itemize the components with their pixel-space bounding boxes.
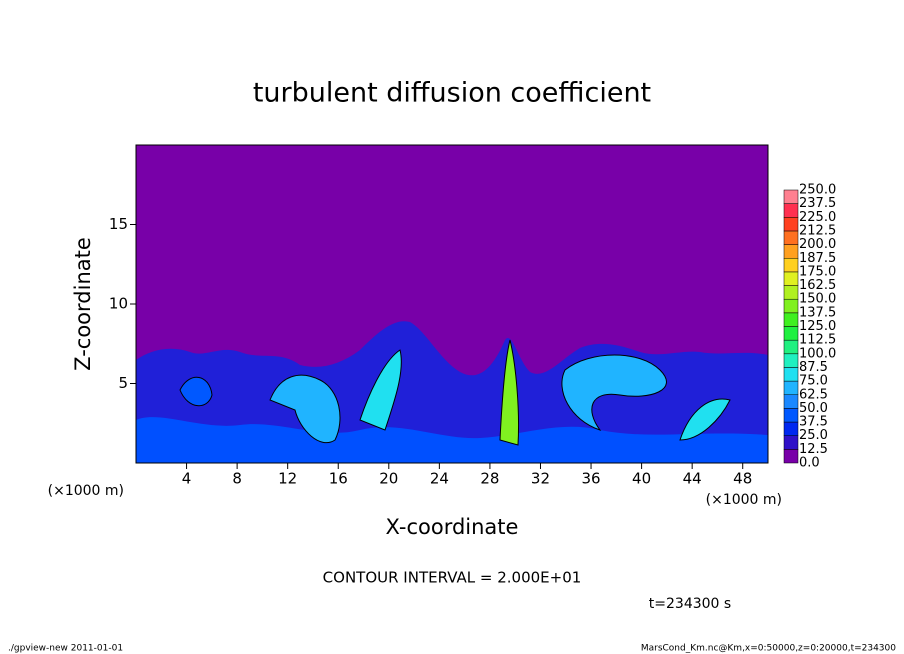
colorbar-label: 225.0 (799, 210, 836, 225)
colorbar-label: 200.0 (799, 237, 836, 252)
colorbar-label: 25.0 (799, 428, 828, 443)
y-unit: (×1000 m) (706, 492, 782, 508)
colorbar-cell (783, 449, 799, 464)
x-tick-label: 44 (683, 470, 702, 488)
footer-left: ./gpview-new 2011-01-01 (8, 644, 123, 654)
footer-right: MarsCond_Km.nc@Km,x=0:50000,z=0:20000,t=… (641, 644, 896, 654)
time-label: t=234300 s (649, 596, 731, 612)
colorbar-label: 212.5 (799, 223, 836, 238)
colorbar-label: 75.0 (799, 374, 828, 389)
x-tick-label: 24 (430, 470, 449, 488)
colorbar-label: 137.5 (799, 305, 836, 320)
colorbar-cell (783, 380, 799, 396)
x-tick-label: 40 (632, 470, 651, 488)
colorbar-label: 175.0 (799, 264, 836, 279)
colorbar-cell (783, 258, 799, 273)
y-tick-label: 15 (109, 215, 128, 233)
x-tick-label: 12 (278, 470, 297, 488)
colorbar-cell (783, 312, 799, 327)
colorbar-cell (783, 271, 799, 286)
field-region (679, 398, 731, 441)
colorbar-cell (783, 394, 799, 409)
colorbar-label: 112.5 (799, 333, 836, 348)
y-axis-label: Z-coordinate (71, 237, 95, 371)
colorbar-cell (783, 230, 799, 245)
colorbar-label: 50.0 (799, 401, 828, 416)
field-region (359, 349, 402, 431)
colorbar-label: 87.5 (799, 360, 828, 375)
x-tick-label: 28 (480, 470, 499, 488)
x-tick-label: 4 (182, 470, 192, 488)
x-tick-label: 16 (329, 470, 348, 488)
x-tick-label: 48 (733, 470, 752, 488)
colorbar-cell (783, 435, 799, 450)
chart-title: turbulent diffusion coefficient (253, 78, 651, 109)
field-region (179, 377, 213, 407)
colorbar-label: 62.5 (799, 387, 828, 402)
plot-field (135, 144, 769, 464)
colorbar-cell (783, 408, 799, 423)
colorbar-cell (783, 367, 799, 382)
colorbar-cell (783, 203, 799, 218)
colorbar-cell (783, 326, 799, 341)
colorbar-cell (783, 285, 799, 300)
x-tick-label: 36 (581, 470, 600, 488)
y-tick-label: 5 (118, 374, 128, 392)
colorbar-cell (783, 244, 799, 259)
x-tick-label: 8 (232, 470, 242, 488)
x-axis-label: X-coordinate (386, 515, 519, 539)
field-region (136, 417, 768, 463)
colorbar-label: 100.0 (799, 346, 836, 361)
field-region (269, 374, 341, 444)
field-region (499, 339, 520, 446)
colorbar-label: 250.0 (799, 183, 836, 198)
colorbar-cell (783, 217, 799, 232)
colorbar-cell (783, 421, 799, 436)
x-unit: (×1000 m) (48, 483, 124, 499)
colorbar-label: 187.5 (799, 251, 836, 266)
colorbar-label: 37.5 (799, 415, 828, 430)
y-tick-label: 10 (109, 295, 128, 313)
x-tick-label: 20 (379, 470, 398, 488)
contour-interval: CONTOUR INTERVAL = 2.000E+01 (323, 569, 582, 587)
colorbar-label: 237.5 (799, 196, 836, 211)
colorbar-label: 12.5 (799, 442, 828, 457)
colorbar-cell (783, 189, 799, 204)
colorbar-label: 125.0 (799, 319, 836, 334)
colorbar-cell (783, 339, 799, 355)
field-region (561, 354, 667, 431)
colorbar-label: 150.0 (799, 292, 836, 307)
colorbar-cell (783, 298, 799, 314)
colorbar-label: 0.0 (799, 456, 820, 471)
colorbar-label: 162.5 (799, 278, 836, 293)
colorbar-cell (783, 353, 799, 368)
x-tick-label: 32 (531, 470, 550, 488)
